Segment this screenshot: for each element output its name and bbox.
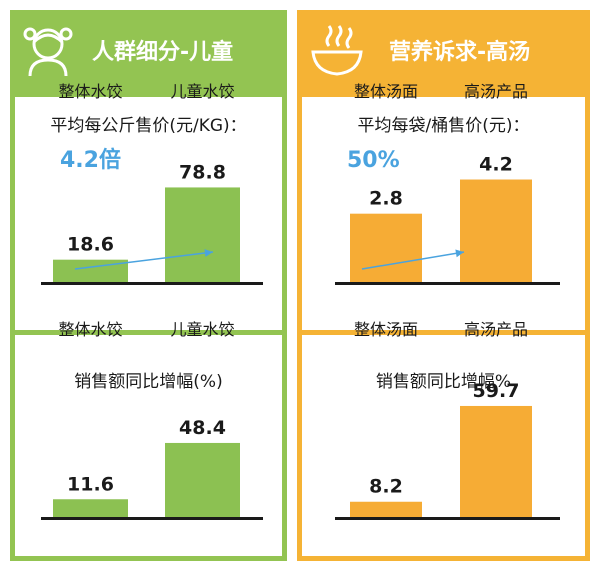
category-label: 整体水饺 xyxy=(58,82,122,101)
bar xyxy=(460,179,532,282)
soup-bowl-icon xyxy=(311,25,363,76)
category-label: 儿童水饺 xyxy=(170,82,234,101)
annotation-arrow xyxy=(74,251,214,270)
bar-chart-price: 18.6 整体水饺 78.8 儿童水饺 4.2倍 xyxy=(41,82,263,285)
panel-children: 人群细分-儿童 平均每公斤售价(元/KG)： 18.6 整体水饺 78.8 儿童水饺 4… xyxy=(10,10,287,561)
annotation-label: 4.2倍 xyxy=(60,147,121,173)
bar xyxy=(165,187,240,282)
category-label: 整体水饺 xyxy=(58,320,122,339)
data-label: 78.8 xyxy=(179,161,226,183)
chart-title: 销售额同比增幅% xyxy=(375,372,512,392)
data-label: 8.2 xyxy=(369,476,403,498)
category-label: 整体汤面 xyxy=(354,82,418,101)
category-label: 高汤产品 xyxy=(464,320,528,339)
category-label: 高汤产品 xyxy=(464,82,528,101)
arrowhead xyxy=(204,249,213,257)
bar xyxy=(460,405,532,517)
data-label: 18.6 xyxy=(67,234,114,256)
chart-title: 平均每公斤售价(元/KG)： xyxy=(50,116,247,136)
category-label: 整体汤面 xyxy=(354,320,418,339)
category-label: 儿童水饺 xyxy=(170,320,234,339)
bar-chart-price: 2.8 整体汤面 4.2 高汤产品 50% xyxy=(335,82,560,285)
bar xyxy=(350,213,422,282)
data-label: 48.4 xyxy=(179,417,226,439)
data-label: 4.2 xyxy=(479,154,513,176)
chart-card-price: 平均每袋/桶售价(元)： 2.8 整体汤面 4.2 高汤产品 50% xyxy=(302,82,585,330)
annotation-label: 50% xyxy=(347,148,400,173)
bar xyxy=(165,442,240,517)
annotation-arrow xyxy=(361,251,465,270)
bar xyxy=(53,259,128,282)
child-icon xyxy=(23,27,73,77)
bar-chart-growth: 8.2 整体汤面 59.7 高汤产品 xyxy=(335,320,560,520)
arrowhead xyxy=(455,249,464,258)
data-label: 59.7 xyxy=(473,380,520,402)
panel-soup: 营养诉求-高汤 平均每袋/桶售价(元)： 2.8 整体汤面 4.2 高汤产品 50% 销… xyxy=(297,10,590,561)
panel-title: 人群细分-儿童 xyxy=(92,40,234,65)
chart-title: 平均每袋/桶售价(元)： xyxy=(357,116,530,136)
panel-header: 营养诉求-高汤 xyxy=(297,10,590,92)
chart-card-growth: 销售额同比增幅(%) 11.6 整体水饺 48.4 儿童水饺 xyxy=(15,320,282,556)
chart-card-price: 平均每公斤售价(元/KG)： 18.6 整体水饺 78.8 儿童水饺 4.2倍 xyxy=(15,82,282,330)
bar-chart-growth: 11.6 整体水饺 48.4 儿童水饺 xyxy=(41,320,263,520)
bar xyxy=(350,501,422,517)
chart-card-growth: 销售额同比增幅% 8.2 整体汤面 59.7 高汤产品 xyxy=(302,320,585,556)
data-label: 2.8 xyxy=(369,188,403,210)
bar xyxy=(53,499,128,517)
panel-header: 人群细分-儿童 xyxy=(10,10,287,92)
panel-title: 营养诉求-高汤 xyxy=(389,40,531,65)
chart-title: 销售额同比增幅(%) xyxy=(74,372,223,392)
data-label: 11.6 xyxy=(67,473,114,495)
